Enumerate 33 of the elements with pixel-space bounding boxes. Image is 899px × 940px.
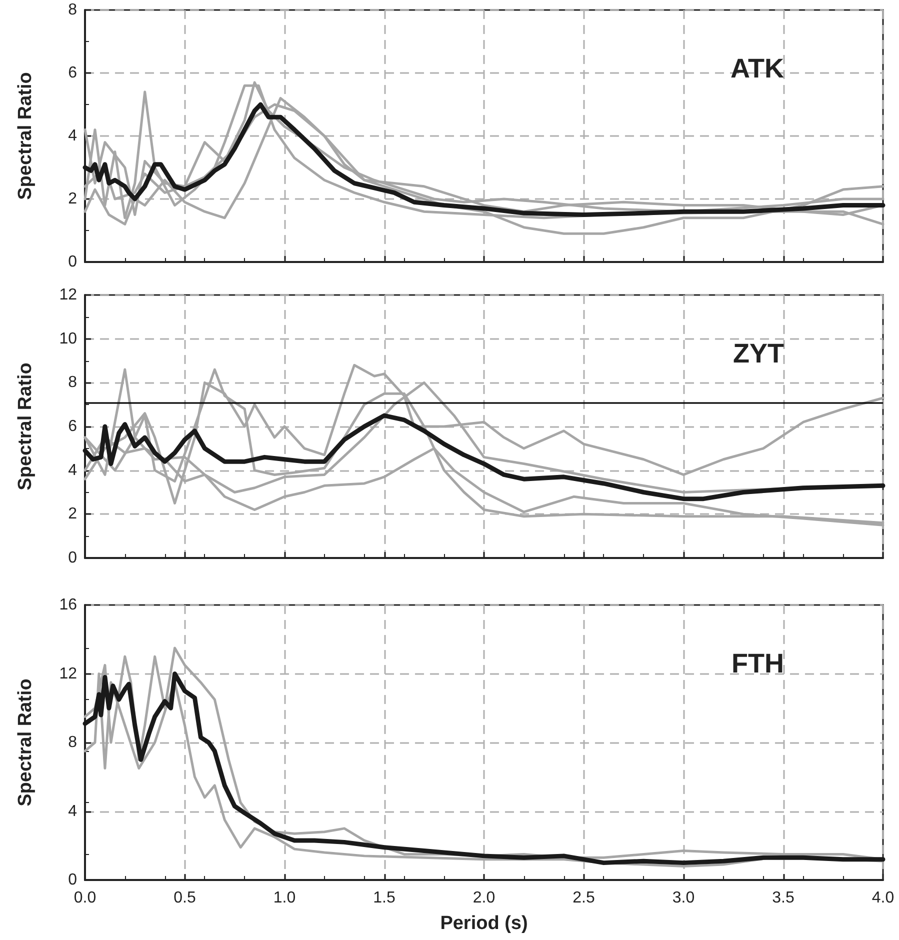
y-axis-title: Spectral Ratio — [15, 72, 36, 200]
y-tick-label: 4 — [68, 128, 78, 144]
y-tick-label: 12 — [59, 286, 78, 304]
y-tick-label: 2 — [68, 506, 78, 523]
y-tick-label: 6 — [68, 418, 78, 435]
x-tick-label: 0.5 — [174, 890, 196, 906]
x-tick-label: 1.5 — [373, 890, 396, 906]
text: ZYT — [733, 338, 785, 368]
y-tick-label: 4 — [68, 462, 78, 479]
x-axis-title: Period (s) — [440, 913, 528, 934]
x-tick-label: 0.0 — [74, 890, 96, 906]
y-tick-label: 0 — [68, 254, 78, 270]
y-tick-label: 0 — [68, 872, 78, 888]
y-tick-label: 10 — [59, 330, 78, 348]
x-tick-label: 2.5 — [572, 890, 595, 906]
y-tick-label: 8 — [68, 734, 78, 751]
x-tick-label: 1.0 — [273, 890, 296, 906]
text: FTH — [732, 648, 784, 678]
y-tick-label: 8 — [68, 374, 78, 392]
y-tick-label: 12 — [59, 665, 78, 682]
y-tick-label: 0 — [68, 550, 78, 566]
y-axis-title: Spectral Ratio — [15, 362, 36, 490]
text: ATK — [730, 54, 784, 84]
y-tick-label: 6 — [68, 64, 78, 82]
x-tick-label: 3.0 — [672, 890, 695, 906]
x-tick-label: 2.0 — [472, 890, 496, 906]
y-tick-label: 8 — [68, 2, 78, 18]
x-tick-label: 3.5 — [772, 890, 794, 906]
y-tick-label: 4 — [68, 802, 78, 820]
y-tick-label: 2 — [68, 190, 78, 208]
y-axis-title: Spectral Ratio — [15, 678, 36, 806]
y-tick-label: 16 — [59, 596, 78, 614]
x-tick-label: 4.0 — [872, 890, 894, 906]
